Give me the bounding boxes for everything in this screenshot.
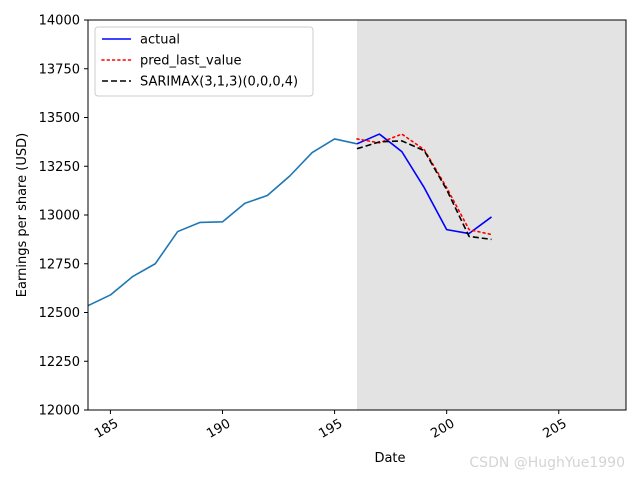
y-tick-label: 14000 <box>39 14 80 29</box>
legend-box <box>94 26 314 97</box>
x-tick-label: 195 <box>316 416 345 441</box>
forecast-shaded-region <box>357 20 626 410</box>
legend-label-sarimax-3-1-3-0-0-0-4: SARIMAX(3,1,3)(0,0,0,4) <box>140 75 298 90</box>
legend-label-pred-last-value: pred_last_value <box>140 54 242 69</box>
y-tick-label: 12750 <box>39 257 80 272</box>
y-tick-label: 13000 <box>39 209 80 224</box>
y-tick-label: 12250 <box>39 355 80 370</box>
series-line-sarimax-3-1-3-0-0-0-4 <box>356 140 492 241</box>
series-line-actual <box>356 133 492 235</box>
series-line-history <box>87 138 358 307</box>
x-tick-label: 190 <box>204 416 233 441</box>
y-tick-label: 12500 <box>39 306 80 321</box>
y-tick-label: 12000 <box>39 404 80 419</box>
y-tick-label: 13750 <box>39 62 80 77</box>
y-tick-label: 13500 <box>39 111 80 126</box>
x-tick-label: 185 <box>92 416 121 441</box>
x-tick-label: 200 <box>428 416 457 441</box>
y-tick-label: 13250 <box>39 160 80 175</box>
y-axis-label: Earnings per share (USD) <box>15 133 30 297</box>
series-line-pred-last-value <box>356 133 493 236</box>
x-axis-label: Date <box>374 451 405 466</box>
legend-label-actual: actual <box>140 33 180 48</box>
watermark-text: CSDN @HughYue1990 <box>469 455 625 471</box>
x-tick-label: 205 <box>540 416 569 441</box>
